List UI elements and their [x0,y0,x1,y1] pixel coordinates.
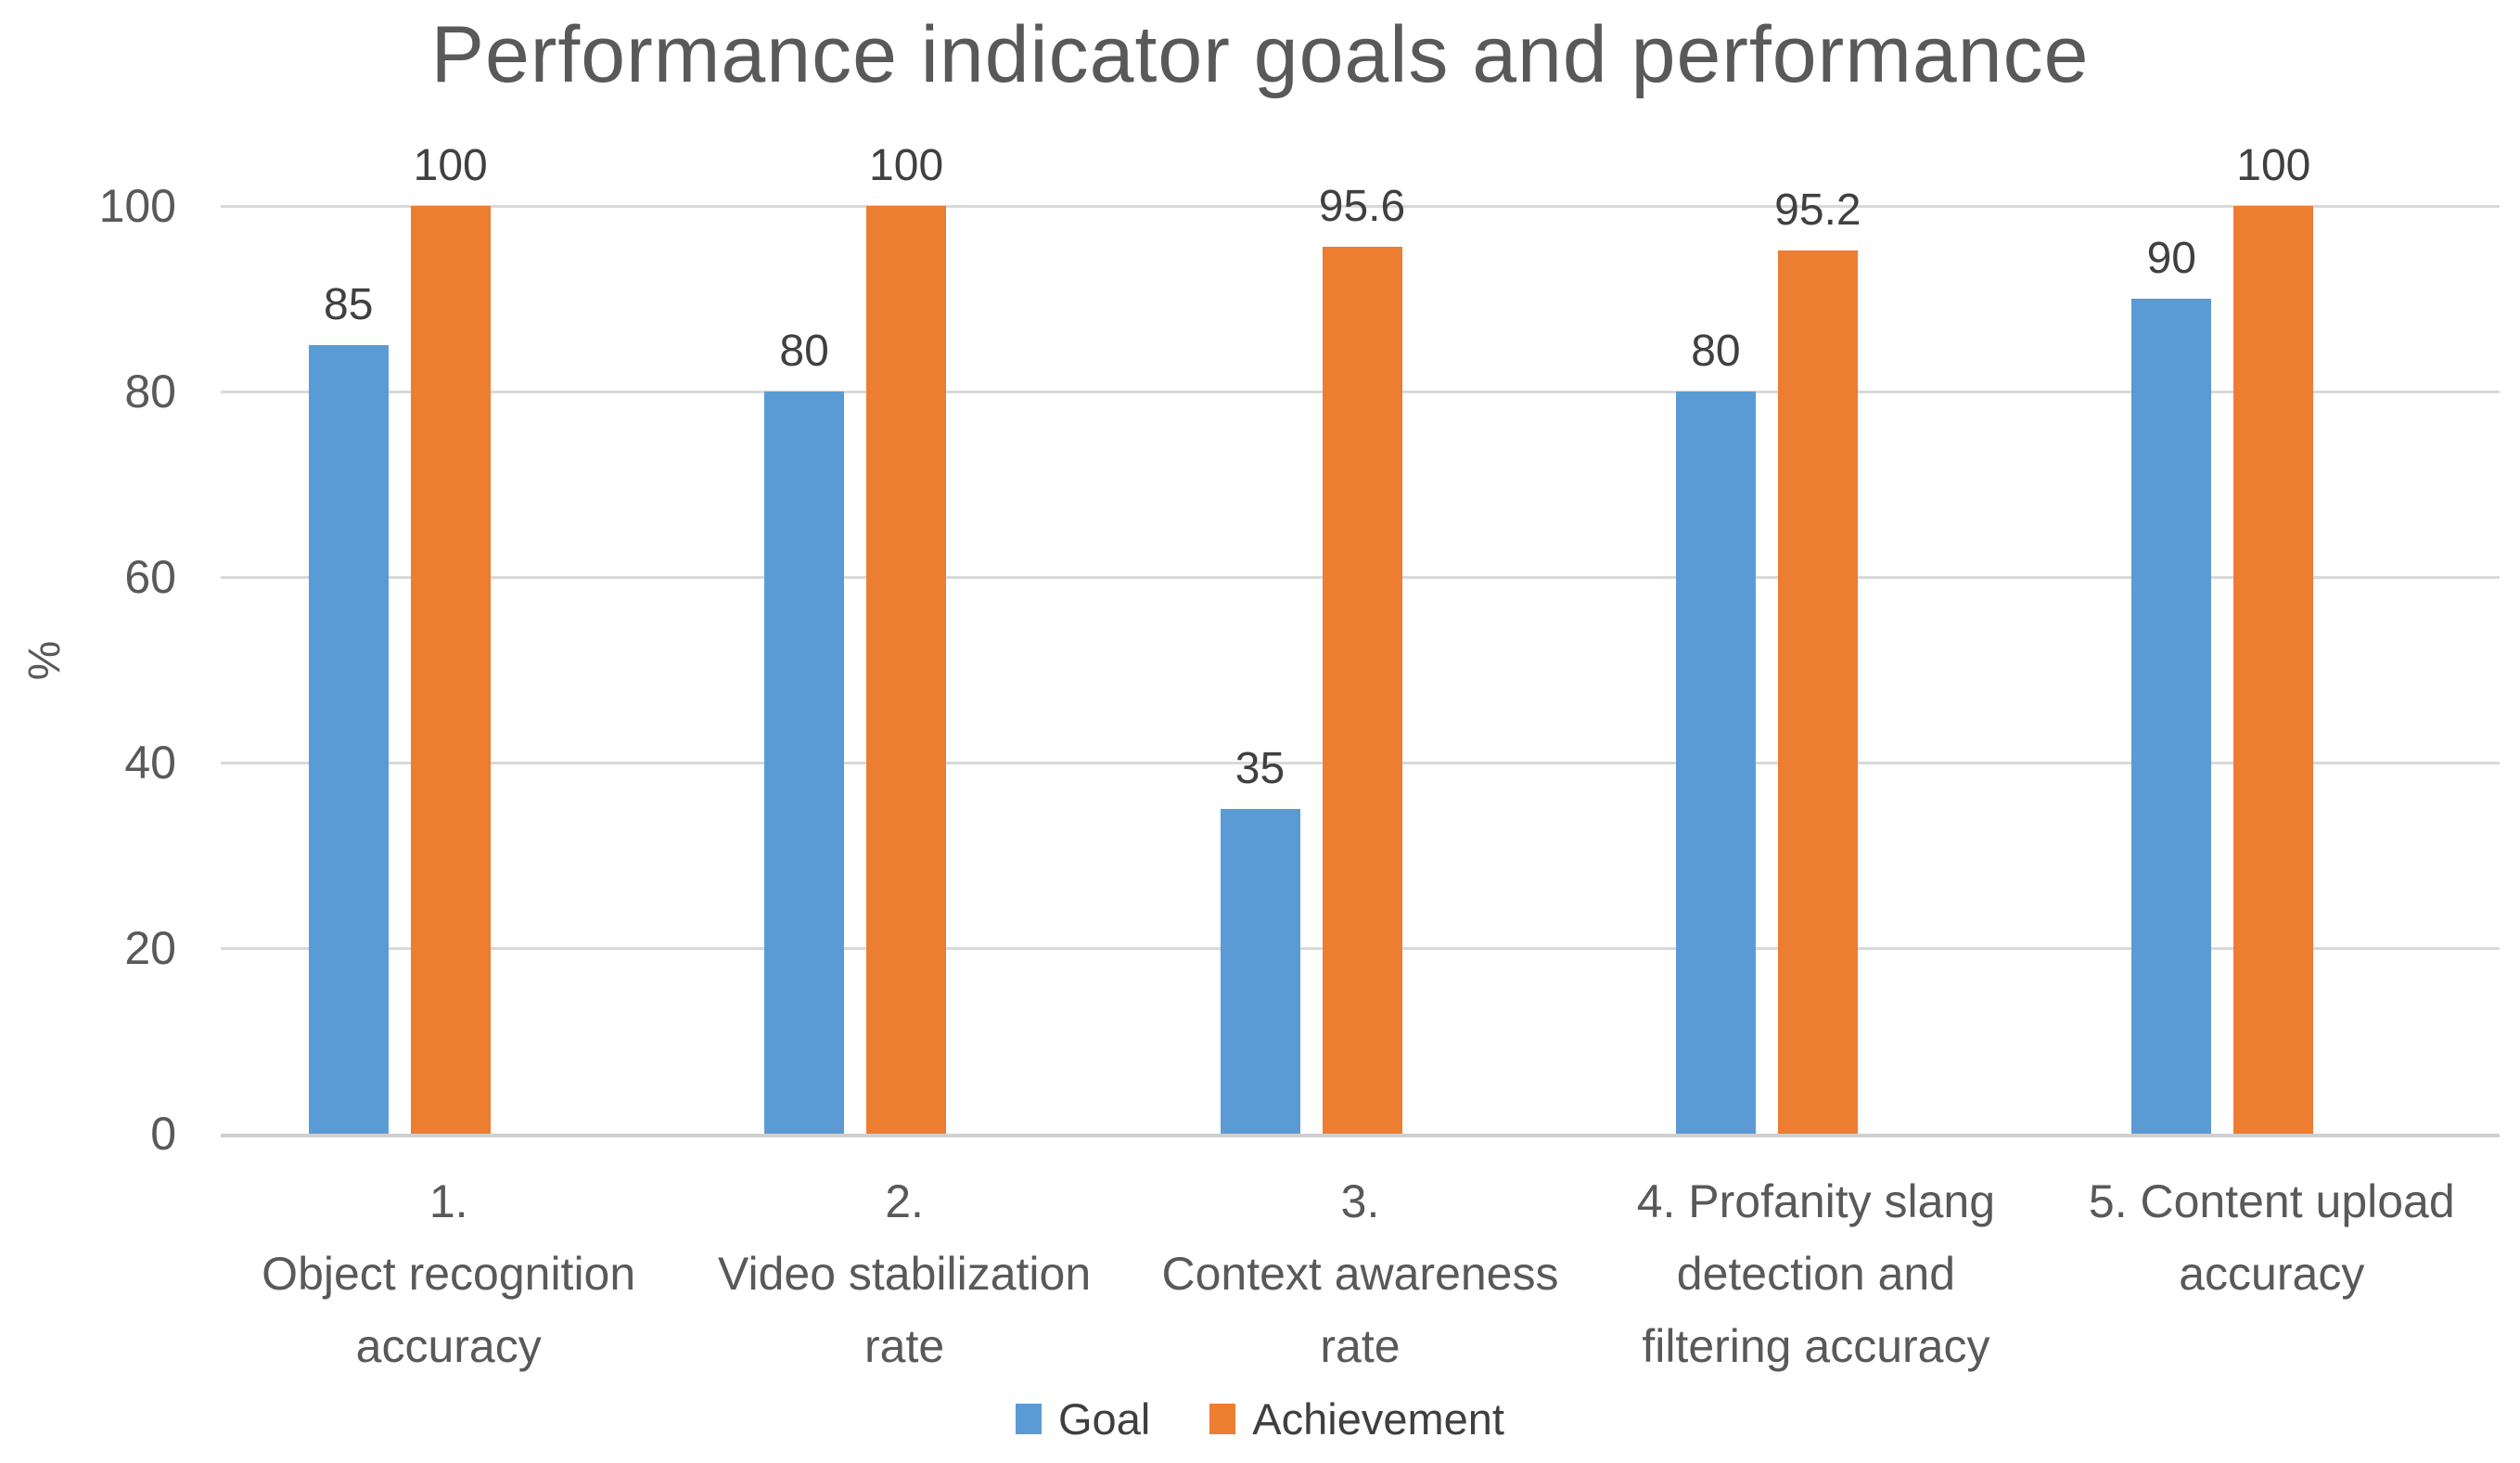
category-label-4: 4. Profanity slang detection and filtering… [1575,1165,2057,1382]
category-label-1: 1. Object recognition accuracy [208,1165,690,1382]
category-label-line: Video stabilization [718,1248,1092,1300]
legend-label-goal: Goal [1058,1394,1151,1444]
category-label-line: accuracy [2179,1248,2365,1300]
category-label-5: 5. Content upload accuracy [2030,1165,2513,1310]
category-label-line: 1. [429,1175,468,1227]
bar-goal-category-3 [1220,809,1300,1134]
legend-entry-goal: Goal [1016,1393,1150,1444]
data-label-goal-category-1: 85 [323,280,374,329]
gridline-100 [221,204,2500,208]
bar-achievement-category-5 [2233,206,2314,1134]
category-label-line: 2. [885,1175,924,1227]
legend-swatch-achievement [1209,1404,1236,1434]
data-label-achievement-category-5: 100 [2236,141,2311,190]
y-tick-label-80: 80 [124,366,176,417]
data-label-achievement-category-3: 95.6 [1318,182,1406,231]
data-label-achievement-category-4: 95.2 [1774,186,1861,235]
y-tick-label-0: 0 [150,1108,176,1160]
bar-achievement-category-1 [410,206,491,1134]
chart-title: Performance indicator goals and performa… [430,10,2090,99]
category-label-line: filtering accuracy [1642,1320,1990,1372]
legend-swatch-goal [1016,1404,1042,1434]
category-label-line: 4. Profanity slang [1636,1175,1996,1227]
category-label-line: Context awareness [1161,1248,1559,1300]
category-label-line: 5. Content upload [2088,1175,2455,1227]
legend: Goal Achievement [0,1393,2520,1444]
bar-goal-category-5 [2131,299,2212,1134]
plot-area: 85 100 80 100 35 95.6 80 95.2 90 100 [221,141,2500,1137]
category-label-2: 2. Video stabilization rate [663,1165,1145,1382]
y-tick-label-40: 40 [124,737,176,789]
y-tick-label-100: 100 [98,180,176,232]
bar-goal-category-1 [308,345,389,1134]
category-label-line: 3. [1340,1175,1380,1227]
y-tick-label-60: 60 [124,551,176,603]
bar-achievement-category-2 [866,206,947,1134]
category-label-3: 3. Context awareness rate [1119,1165,1602,1382]
x-axis-line [221,1134,2500,1137]
legend-entry-achievement: Achievement [1209,1393,1504,1444]
y-tick-label-20: 20 [124,922,176,974]
category-label-line: detection and [1676,1248,1956,1300]
data-label-goal-category-5: 90 [2146,234,2196,283]
data-label-goal-category-2: 80 [779,327,829,376]
data-label-achievement-category-1: 100 [413,141,488,190]
category-label-line: Object recognition [262,1248,636,1300]
data-label-achievement-category-2: 100 [869,141,944,190]
data-label-goal-category-4: 80 [1691,327,1741,376]
bar-goal-category-2 [764,391,845,1134]
legend-label-achievement: Achievement [1252,1394,1504,1444]
bar-achievement-category-3 [1322,247,1402,1134]
bar-achievement-category-4 [1777,250,1858,1134]
data-label-goal-category-3: 35 [1234,744,1286,793]
bar-goal-category-4 [1675,391,1756,1134]
category-label-line: accuracy [355,1320,542,1372]
category-label-line: rate [1320,1320,1401,1372]
y-axis-title: % [20,640,70,681]
category-label-line: rate [864,1320,945,1372]
